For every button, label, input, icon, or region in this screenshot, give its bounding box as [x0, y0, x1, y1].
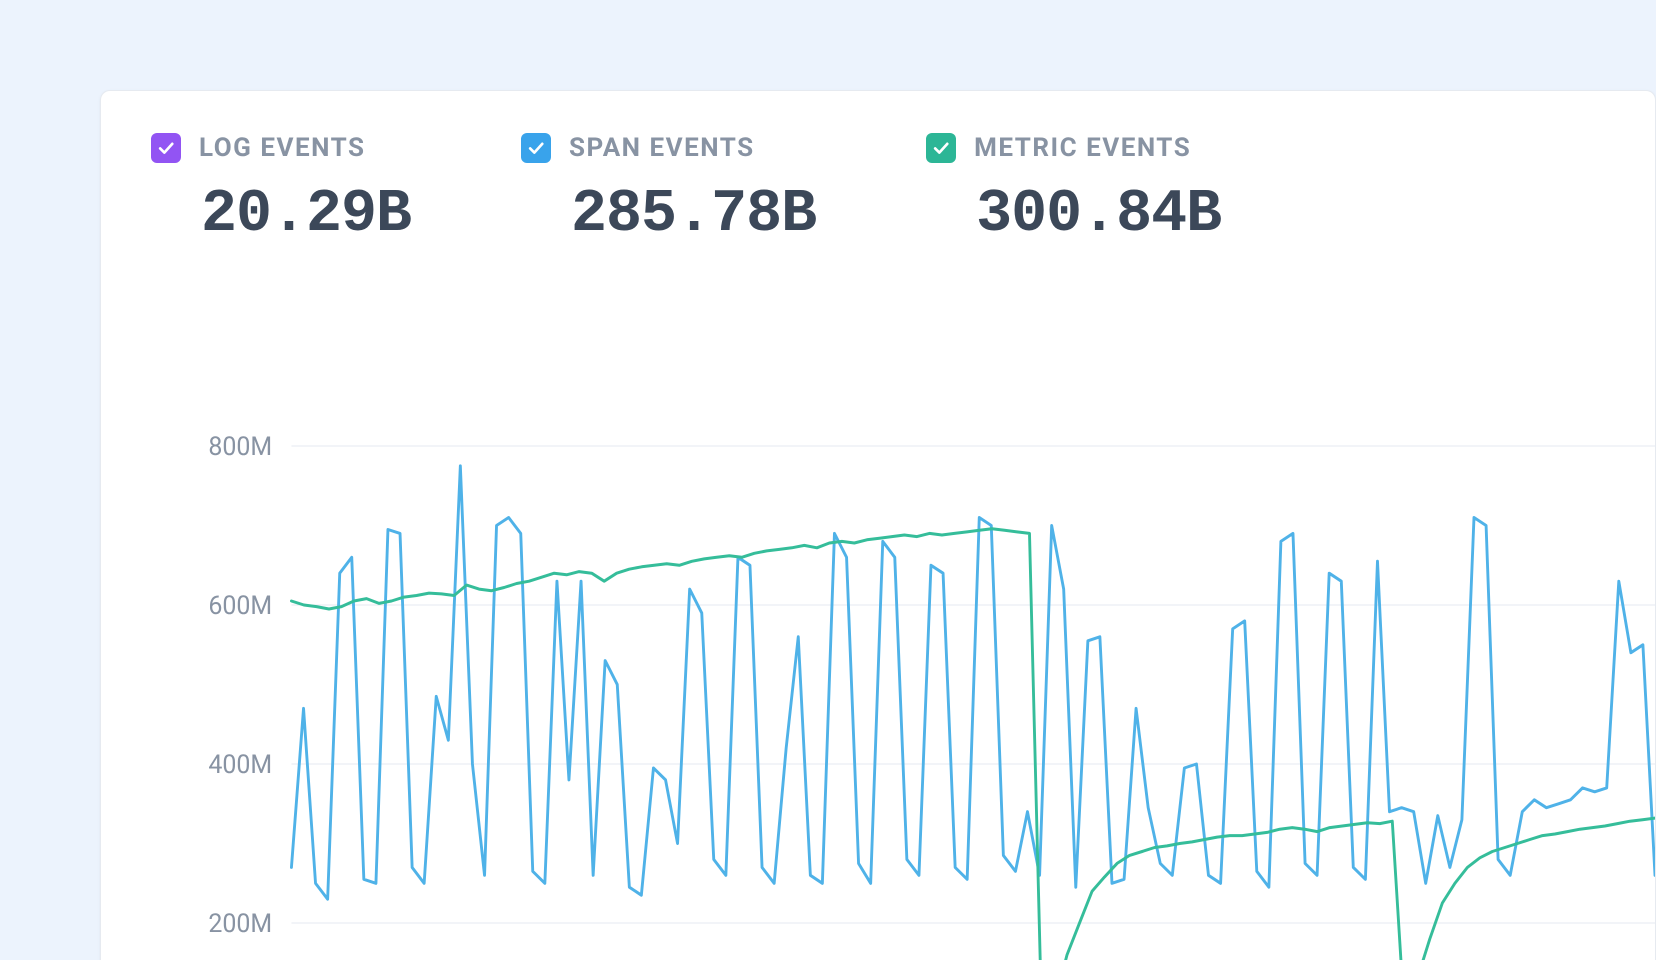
stat-log-events: LOG EVENTS 20.29B [151, 133, 411, 249]
stat-label: SPAN EVENTS [569, 133, 755, 163]
stat-span-events: SPAN EVENTS 285.78B [521, 133, 816, 249]
svg-text:200M: 200M [208, 909, 272, 940]
stat-label: METRIC EVENTS [974, 133, 1191, 163]
stats-row: LOG EVENTS 20.29B SPAN EVENTS 285.78B [151, 133, 1607, 249]
checkbox-span-events[interactable] [521, 133, 551, 163]
metrics-card: LOG EVENTS 20.29B SPAN EVENTS 285.78B [100, 90, 1656, 960]
checkmark-icon [526, 138, 546, 158]
svg-text:600M: 600M [208, 591, 272, 622]
chart-svg: 200M 400M 600M 800M [157, 401, 1655, 960]
series-metric [291, 529, 1655, 960]
stat-value: 20.29B [201, 181, 411, 249]
svg-text:800M: 800M [208, 432, 272, 463]
stat-label: LOG EVENTS [199, 133, 366, 163]
checkbox-metric-events[interactable] [926, 133, 956, 163]
stat-value: 285.78B [571, 181, 816, 249]
stat-header: LOG EVENTS [151, 133, 411, 163]
checkbox-log-events[interactable] [151, 133, 181, 163]
stat-value: 300.84B [976, 181, 1221, 249]
svg-text:400M: 400M [208, 750, 272, 781]
checkmark-icon [931, 138, 951, 158]
events-chart: 200M 400M 600M 800M [157, 401, 1655, 960]
stat-header: METRIC EVENTS [926, 133, 1221, 163]
stat-header: SPAN EVENTS [521, 133, 816, 163]
checkmark-icon [156, 138, 176, 158]
stat-metric-events: METRIC EVENTS 300.84B [926, 133, 1221, 249]
